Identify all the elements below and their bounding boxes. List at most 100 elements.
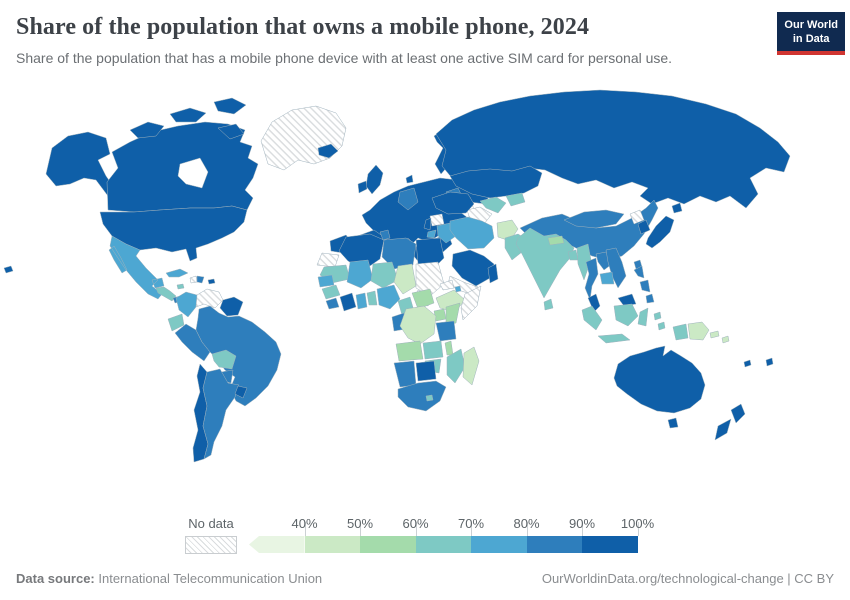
country-central-african-republic[interactable] [411,288,435,310]
country-tanzania[interactable] [435,320,457,342]
country-kazakhstan[interactable] [449,165,543,199]
country-iceland[interactable] [317,143,339,159]
country-brazil[interactable] [195,305,282,407]
data-source-value: International Telecommunication Union [98,571,323,586]
country-somalia[interactable] [460,285,482,321]
country-sri-lanka[interactable] [543,298,554,311]
country-mali[interactable] [346,259,374,289]
country-nepal[interactable] [547,235,565,246]
country-lesotho[interactable] [425,394,434,402]
country-algeria[interactable] [338,233,385,271]
country-north-korea[interactable] [629,209,645,225]
country-uzbekistan[interactable] [479,196,507,214]
country-zambia[interactable] [422,340,444,360]
world-map-svg[interactable] [0,86,850,516]
country-malawi[interactable] [444,340,454,356]
country-indonesia[interactable] [581,303,666,344]
country-dominican-republic[interactable] [196,275,205,284]
region-solomon-islands[interactable] [709,330,730,344]
country-bosnia[interactable] [426,229,437,239]
country-syria[interactable] [429,213,445,227]
country-bangladesh[interactable] [567,249,579,261]
chart-header: Share of the population that owns a mobi… [0,0,850,66]
country-south-africa[interactable] [397,380,447,412]
country-oman[interactable] [487,263,499,284]
country-niger[interactable] [370,261,399,289]
country-cambodia[interactable] [599,271,615,285]
country-ghana[interactable] [355,292,368,310]
country-new-zealand[interactable] [714,403,746,441]
country-egypt[interactable] [415,237,445,269]
country-cuba[interactable] [165,268,189,278]
legend-bin-40-50%[interactable] [304,536,360,553]
country-western-sahara[interactable] [316,252,340,268]
country-mexico[interactable] [108,235,165,300]
no-data-swatch[interactable] [185,536,237,554]
country-colombia[interactable] [175,291,198,318]
country-nigeria[interactable] [376,284,401,310]
region-sierra-leone-liberia[interactable] [325,297,340,310]
owid-logo[interactable]: Our World in Data [777,12,845,55]
region-west-papua[interactable] [672,323,689,341]
country-turkey[interactable] [431,191,475,215]
country-kenya[interactable] [445,302,461,326]
canadian-arctic-islands[interactable] [129,97,247,140]
country-botswana[interactable] [415,360,437,382]
country-eritrea[interactable] [439,279,455,291]
country-hawaii-usa[interactable] [3,265,14,274]
legend-bin-<40%[interactable] [249,536,305,553]
country-venezuela[interactable] [195,288,224,309]
region-guyanas[interactable] [219,296,244,317]
country-philippines[interactable] [633,265,655,304]
country-south-korea[interactable] [637,219,651,235]
country-libya[interactable] [381,237,417,270]
world-map[interactable] [0,86,850,516]
country-puerto-rico[interactable] [207,278,216,285]
country-alaska-usa[interactable] [45,131,117,197]
country-guinea[interactable] [321,284,341,300]
country-djibouti[interactable] [454,285,462,293]
country-australia[interactable] [613,345,706,414]
country-senegal[interactable] [317,274,335,288]
country-japan[interactable] [645,202,683,249]
footer-link[interactable]: OurWorldinData.org/technological-change … [541,571,834,586]
country-jamaica[interactable] [176,283,185,290]
country-haiti[interactable] [189,275,198,284]
legend-colorbar[interactable]: 40% 50% 60% 70% 80% 90% 100% [249,516,654,553]
country-germany[interactable] [397,187,419,211]
country-myanmar[interactable] [576,243,592,281]
country-uruguay[interactable] [234,385,248,399]
country-ecuador[interactable] [167,313,185,332]
country-greenland[interactable] [260,105,347,171]
country-tunisia[interactable] [379,229,391,241]
country-dr-congo[interactable] [399,305,437,345]
country-ireland[interactable] [357,180,368,194]
legend-bin-60-70%[interactable] [415,536,471,553]
country-papua-new-guinea[interactable] [687,321,710,341]
country-angola[interactable] [395,340,424,362]
legend-bin-80-90%[interactable] [526,536,582,553]
country-india[interactable] [515,227,575,299]
country-namibia[interactable] [393,360,417,388]
country-thailand[interactable] [584,257,599,301]
legend-bin-70-80%[interactable] [471,536,527,553]
region-kyrgyzstan-tajikistan[interactable] [505,192,526,207]
legend-bin-50-60%[interactable] [360,536,416,553]
region-pacific-islands[interactable] [743,357,774,368]
region-levant[interactable] [423,217,432,231]
country-mozambique[interactable] [446,348,466,384]
country-sudan[interactable] [415,261,445,297]
country-madagascar[interactable] [462,346,480,386]
region-togo-benin[interactable] [366,290,378,306]
country-united-kingdom[interactable] [365,164,384,195]
country-vietnam[interactable] [605,247,627,289]
legend-bin-90-100%[interactable] [582,536,638,553]
country-mongolia[interactable] [563,209,625,229]
country-bolivia[interactable] [211,349,237,370]
country-iran[interactable] [449,216,495,250]
country-chad[interactable] [393,263,417,295]
country-argentina[interactable] [202,368,240,460]
country-cote-divoire[interactable] [339,292,357,312]
region-tasmania[interactable] [667,417,679,429]
country-denmark[interactable] [405,174,414,184]
